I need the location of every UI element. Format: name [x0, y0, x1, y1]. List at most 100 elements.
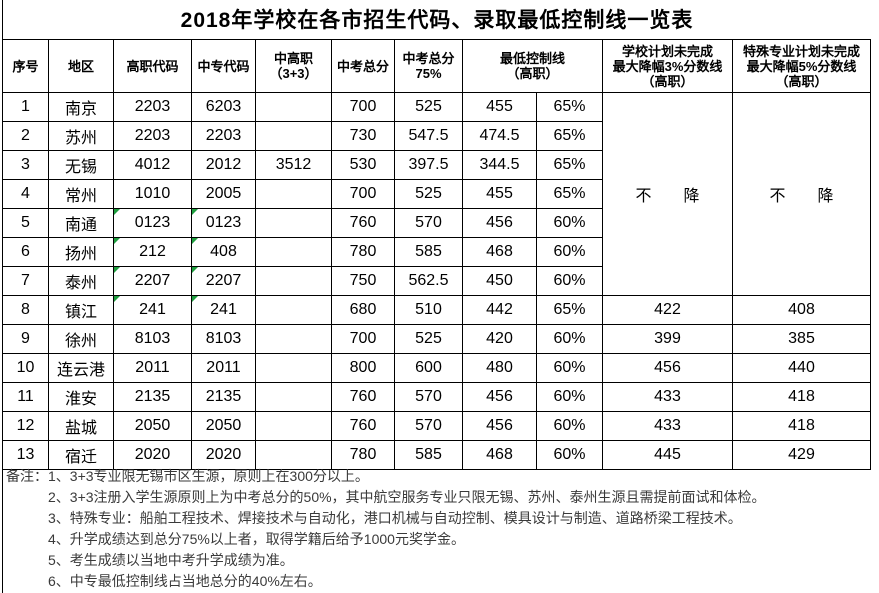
row-index-cell: 6 — [2, 237, 49, 267]
note-line: 3、特殊专业：船舶工程技术、焊接技术与自动化，港口机械与自动控制、模具设计与制造… — [48, 510, 742, 526]
table-row: 2 苏州 2203 2203 730 547.5 474.5 65% — [2, 121, 871, 151]
zhonggaozhi-code-cell — [255, 92, 332, 122]
gaozhi-code-cell: 4012 — [113, 150, 192, 180]
zhongkao-75-cell: 397.5 — [394, 150, 463, 180]
notes-section: 备注： 1、3+3专业限无锡市区生源，原则上在300分以上。 2、3+3注册入学生… — [6, 466, 766, 592]
zhongzhuan-code-cell: 408 — [191, 237, 256, 267]
zhonggaozhi-code-cell — [255, 411, 332, 441]
zhonggaozhi-code-cell — [255, 440, 332, 470]
header-school-plan-line1: 学校计划未完成 — [622, 43, 714, 59]
control-line-cell: 450 — [462, 266, 537, 296]
special-plan-no-drop-cell: 不 降 — [732, 92, 872, 296]
number-stored-as-text-flag-icon — [192, 267, 198, 273]
number-stored-as-text-flag-icon — [114, 209, 120, 215]
notes-label: 备注： — [6, 468, 48, 484]
table-row: 9 徐州 8103 8103 700 525 420 60% 399 385 — [2, 324, 872, 354]
gaozhi-code-cell: 2207 — [113, 266, 192, 296]
header-special-plan-line3: （高职） — [775, 73, 828, 89]
control-pct-cell: 60% — [535, 382, 604, 412]
gaozhi-code-cell: 2135 — [113, 382, 192, 412]
zhongkao-total-cell: 800 — [331, 353, 395, 383]
zhongkao-total-cell: 750 — [331, 266, 395, 296]
note-line: 5、考生成绩以当地中考升学成绩为准。 — [48, 552, 294, 568]
number-stored-as-text-flag-icon — [192, 296, 198, 302]
zhongzhuan-code-cell: 2050 — [191, 411, 256, 441]
region-cell: 盐城 — [48, 411, 114, 441]
header-special-plan-line1: 特殊专业计划未完成 — [743, 43, 861, 59]
zhonggaozhi-code-cell — [255, 237, 332, 267]
gaozhi-code-cell: 212 — [113, 237, 192, 267]
region-cell: 南京 — [48, 92, 114, 122]
table-row: 13 宿迁 2020 2020 780 585 468 60% 445 429 — [2, 440, 872, 470]
header-region: 地区 — [48, 39, 114, 93]
school-plan-cell: 422 — [602, 295, 734, 325]
row-index-cell: 1 — [2, 92, 49, 122]
zhongkao-75-cell: 585 — [394, 237, 463, 267]
table-row: 7 泰州 2207 2207 750 562.5 450 60% — [2, 266, 871, 296]
zhonggaozhi-code-cell — [255, 324, 332, 354]
table-row: 3 无锡 4012 2012 3512 530 397.5 344.5 65% — [2, 150, 871, 180]
region-cell: 无锡 — [48, 150, 114, 180]
row-index-cell: 2 — [2, 121, 49, 151]
region-cell: 镇江 — [48, 295, 114, 325]
control-pct-cell: 65% — [535, 92, 604, 122]
header-control-line2: （高职） — [506, 66, 559, 81]
table-row: 1 南京 2203 6203 700 525 455 65% 不 降不 降 — [2, 92, 872, 296]
control-pct-cell: 60% — [535, 440, 604, 470]
row-index-cell: 5 — [2, 208, 49, 238]
school-plan-cell: 456 — [602, 353, 734, 383]
zhongkao-75-cell: 547.5 — [394, 121, 463, 151]
special-plan-cell: 418 — [732, 382, 872, 412]
school-plan-no-drop-cell: 不 降 — [602, 92, 734, 296]
row-index-cell: 12 — [2, 411, 49, 441]
row-index-cell: 4 — [2, 179, 49, 209]
region-cell: 宿迁 — [48, 440, 114, 470]
admission-table: 序号 地区 高职代码 中专代码 中高职 （3+3） 中考总分 中考总分 75% … — [2, 39, 872, 470]
special-plan-cell: 408 — [732, 295, 872, 325]
gaozhi-code-cell: 8103 — [113, 324, 192, 354]
zhongkao-total-cell: 700 — [331, 179, 395, 209]
zhongkao-75-cell: 570 — [394, 208, 463, 238]
table-row: 11 淮安 2135 2135 760 570 456 60% 433 418 — [2, 382, 872, 412]
header-school-plan: 学校计划未完成 最大降幅3%分数线 （高职） — [602, 39, 734, 93]
zhongzhuan-code-cell: 241 — [191, 295, 256, 325]
zhongkao-total-cell: 780 — [331, 237, 395, 267]
region-cell: 常州 — [48, 179, 114, 209]
header-zhongkao-75: 中考总分 75% — [394, 39, 463, 93]
control-pct-cell: 60% — [535, 266, 604, 296]
control-line-cell: 468 — [462, 440, 537, 470]
row-index-cell: 3 — [2, 150, 49, 180]
number-stored-as-text-flag-icon — [114, 238, 120, 244]
control-pct-cell: 65% — [535, 121, 604, 151]
zhongkao-total-cell: 730 — [331, 121, 395, 151]
header-zhonggaozhi: 中高职 （3+3） — [255, 39, 332, 93]
control-line-cell: 442 — [462, 295, 537, 325]
control-pct-cell: 65% — [535, 150, 604, 180]
zhonggaozhi-code-cell — [255, 295, 332, 325]
control-line-cell: 456 — [462, 382, 537, 412]
control-line-cell: 456 — [462, 208, 537, 238]
header-index: 序号 — [2, 39, 49, 93]
zhongkao-total-cell: 700 — [331, 324, 395, 354]
header-school-plan-line3: （高职） — [641, 73, 694, 89]
header-zhonggaozhi-line2: （3+3） — [269, 66, 318, 81]
special-plan-cell: 418 — [732, 411, 872, 441]
note-line: 1、3+3专业限无锡市区生源，原则上在300分以上。 — [48, 468, 369, 484]
region-cell: 苏州 — [48, 121, 114, 151]
header-zhongkao-total: 中考总分 — [331, 39, 395, 93]
table-row: 12 盐城 2050 2050 760 570 456 60% 433 418 — [2, 411, 872, 441]
school-plan-cell: 445 — [602, 440, 734, 470]
number-stored-as-text-flag-icon — [192, 209, 198, 215]
gaozhi-code-cell: 2203 — [113, 121, 192, 151]
control-line-cell: 468 — [462, 237, 537, 267]
gaozhi-code-cell: 0123 — [113, 208, 192, 238]
number-stored-as-text-flag-icon — [114, 296, 120, 302]
header-zhongzhuan-code: 中专代码 — [191, 39, 256, 93]
table-row: 5 南通 0123 0123 760 570 456 60% — [2, 208, 871, 238]
control-line-cell: 455 — [462, 92, 537, 122]
gaozhi-code-cell: 2050 — [113, 411, 192, 441]
gaozhi-code-cell: 2203 — [113, 92, 192, 122]
gaozhi-code-cell: 241 — [113, 295, 192, 325]
school-plan-cell: 433 — [602, 382, 734, 412]
note-line: 6、中专最低控制线占当地总分的40%左右。 — [48, 573, 322, 589]
